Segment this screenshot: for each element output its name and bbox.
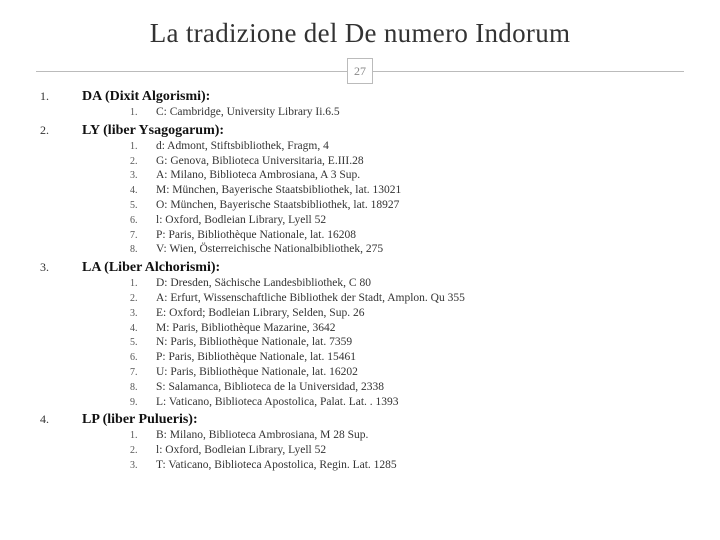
item-number: 2. — [130, 156, 156, 169]
item-text: U: Paris, Bibliothèque Nationale, lat. 1… — [156, 365, 358, 380]
list-item: 5.O: München, Bayerische Staatsbibliothe… — [130, 198, 684, 213]
list-item: 1.C: Cambridge, University Library Ii.6.… — [130, 105, 684, 120]
section-items: 1.B: Milano, Biblioteca Ambrosiana, M 28… — [130, 428, 684, 472]
item-number: 3. — [130, 170, 156, 183]
list-item: 7.P: Paris, Bibliothèque Nationale, lat.… — [130, 228, 684, 243]
section-number: 4. — [40, 412, 82, 427]
list-item: 4.M: Paris, Bibliothèque Mazarine, 3642 — [130, 321, 684, 336]
section-title: DA (Dixit Algorismi): — [82, 89, 210, 105]
item-number: 6. — [130, 352, 156, 365]
content: 1. DA (Dixit Algorismi): 1.C: Cambridge,… — [36, 89, 684, 473]
page-title: La tradizione del De numero Indorum — [36, 18, 684, 49]
item-text: L: Vaticano, Biblioteca Apostolica, Pala… — [156, 395, 399, 410]
item-text: S: Salamanca, Biblioteca de la Universid… — [156, 380, 384, 395]
section-heading: 3. LA (Liber Alchorismi): — [40, 260, 684, 276]
divider: 27 — [36, 63, 684, 79]
section-heading: 1. DA (Dixit Algorismi): — [40, 89, 684, 105]
section-items: 1.d: Admont, Stiftsbibliothek, Fragm, 4 … — [130, 139, 684, 257]
item-number: 7. — [130, 230, 156, 243]
item-number: 5. — [130, 200, 156, 213]
list-item: 1.B: Milano, Biblioteca Ambrosiana, M 28… — [130, 428, 684, 443]
item-text: M: München, Bayerische Staatsbibliothek,… — [156, 183, 401, 198]
list-item: 7.U: Paris, Bibliothèque Nationale, lat.… — [130, 365, 684, 380]
item-text: C: Cambridge, University Library Ii.6.5 — [156, 105, 340, 120]
item-number: 8. — [130, 244, 156, 257]
list-item: 3.A: Milano, Biblioteca Ambrosiana, A 3 … — [130, 168, 684, 183]
item-text: E: Oxford; Bodleian Library, Selden, Sup… — [156, 306, 364, 321]
list-item: 2.A: Erfurt, Wissenschaftliche Bibliothe… — [130, 291, 684, 306]
item-number: 1. — [130, 107, 156, 120]
item-text: l: Oxford, Bodleian Library, Lyell 52 — [156, 443, 326, 458]
section-title: LA (Liber Alchorismi): — [82, 260, 220, 276]
list-item: 6.l: Oxford, Bodleian Library, Lyell 52 — [130, 213, 684, 228]
section-number: 1. — [40, 89, 82, 104]
item-number: 7. — [130, 367, 156, 380]
section-title: LP (liber Pulueris): — [82, 412, 198, 428]
list-item: 6.P: Paris, Bibliothèque Nationale, lat.… — [130, 350, 684, 365]
item-text: O: München, Bayerische Staatsbibliothek,… — [156, 198, 399, 213]
item-number: 8. — [130, 382, 156, 395]
section-items: 1.C: Cambridge, University Library Ii.6.… — [130, 105, 684, 120]
section-heading: 4. LP (liber Pulueris): — [40, 412, 684, 428]
item-text: A: Milano, Biblioteca Ambrosiana, A 3 Su… — [156, 168, 360, 183]
list-item: 3.E: Oxford; Bodleian Library, Selden, S… — [130, 306, 684, 321]
slide: La tradizione del De numero Indorum 27 1… — [0, 0, 720, 540]
item-number: 1. — [130, 430, 156, 443]
page-number-badge: 27 — [347, 58, 373, 84]
list-item: 4.M: München, Bayerische Staatsbibliothe… — [130, 183, 684, 198]
item-text: G: Genova, Biblioteca Universitaria, E.I… — [156, 154, 364, 169]
item-number: 3. — [130, 308, 156, 321]
item-number: 6. — [130, 215, 156, 228]
item-text: P: Paris, Bibliothèque Nationale, lat. 1… — [156, 350, 356, 365]
section-heading: 2. LY (liber Ysagogarum): — [40, 123, 684, 139]
item-number: 2. — [130, 445, 156, 458]
item-text: A: Erfurt, Wissenschaftliche Bibliothek … — [156, 291, 465, 306]
section-items: 1.D: Dresden, Sächische Landesbibliothek… — [130, 276, 684, 409]
list-item: 9.L: Vaticano, Biblioteca Apostolica, Pa… — [130, 395, 684, 410]
section-number: 2. — [40, 123, 82, 138]
item-text: P: Paris, Bibliothèque Nationale, lat. 1… — [156, 228, 356, 243]
section-number: 3. — [40, 260, 82, 275]
item-number: 4. — [130, 185, 156, 198]
item-text: V: Wien, Österreichische Nationalbibliot… — [156, 242, 383, 257]
list-item: 2.l: Oxford, Bodleian Library, Lyell 52 — [130, 443, 684, 458]
item-text: d: Admont, Stiftsbibliothek, Fragm, 4 — [156, 139, 329, 154]
list-item: 3.T: Vaticano, Biblioteca Apostolica, Re… — [130, 458, 684, 473]
item-number: 5. — [130, 337, 156, 350]
list-item: 1.D: Dresden, Sächische Landesbibliothek… — [130, 276, 684, 291]
item-text: M: Paris, Bibliothèque Mazarine, 3642 — [156, 321, 336, 336]
item-text: D: Dresden, Sächische Landesbibliothek, … — [156, 276, 371, 291]
item-number: 9. — [130, 397, 156, 410]
item-text: N: Paris, Bibliothèque Nationale, lat. 7… — [156, 335, 352, 350]
list-item: 2.G: Genova, Biblioteca Universitaria, E… — [130, 154, 684, 169]
list-item: 1.d: Admont, Stiftsbibliothek, Fragm, 4 — [130, 139, 684, 154]
section-title: LY (liber Ysagogarum): — [82, 123, 224, 139]
item-number: 3. — [130, 460, 156, 473]
item-number: 4. — [130, 323, 156, 336]
list-item: 8.S: Salamanca, Biblioteca de la Univers… — [130, 380, 684, 395]
list-item: 8.V: Wien, Österreichische Nationalbibli… — [130, 242, 684, 257]
item-number: 2. — [130, 293, 156, 306]
item-number: 1. — [130, 141, 156, 154]
item-text: B: Milano, Biblioteca Ambrosiana, M 28 S… — [156, 428, 368, 443]
item-text: l: Oxford, Bodleian Library, Lyell 52 — [156, 213, 326, 228]
item-text: T: Vaticano, Biblioteca Apostolica, Regi… — [156, 458, 397, 473]
item-number: 1. — [130, 278, 156, 291]
list-item: 5.N: Paris, Bibliothèque Nationale, lat.… — [130, 335, 684, 350]
